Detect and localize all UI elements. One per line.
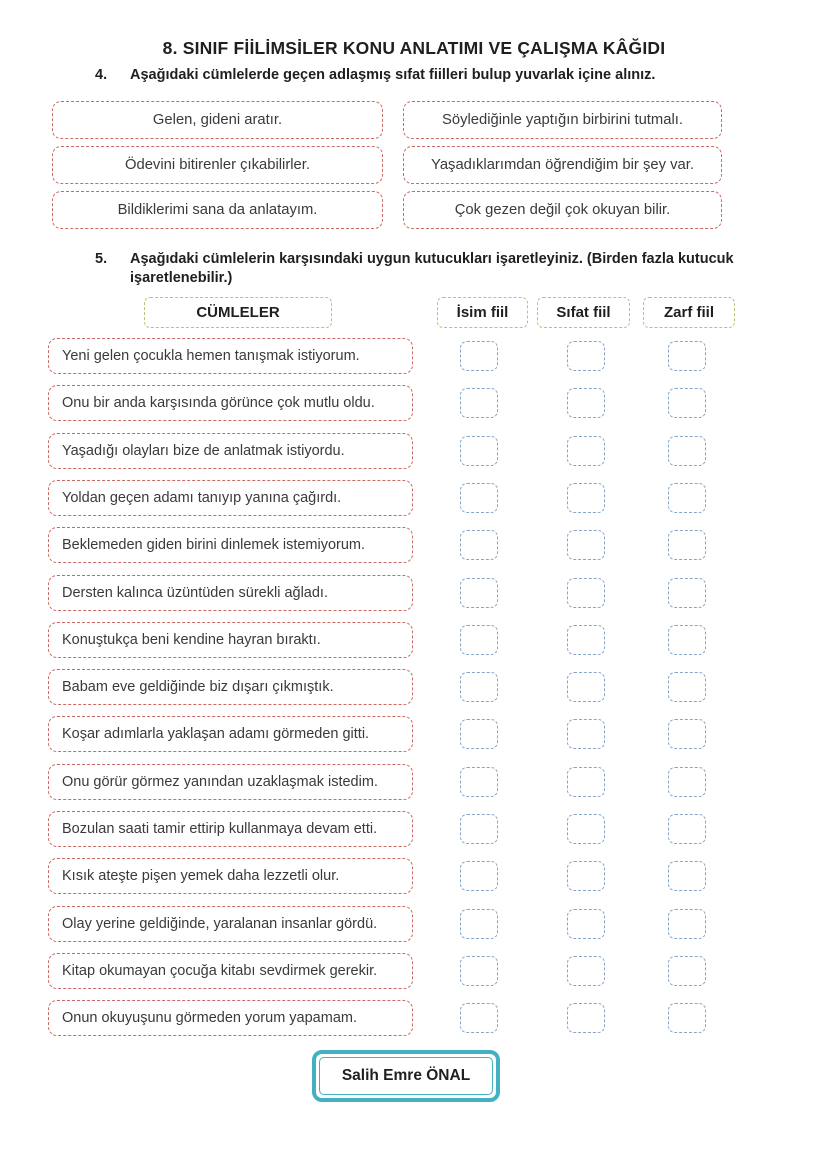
checkbox-zarf-fiil[interactable] (668, 814, 706, 844)
checkbox-zarf-fiil[interactable] (668, 624, 706, 655)
question5-prompt: Aşağıdaki cümlelerin karşısındaki uygun … (130, 251, 734, 286)
table-row: Onu bir anda karşısında görünce çok mutl… (48, 385, 748, 422)
checkbox-sifat-fiil[interactable] (567, 814, 605, 844)
checkbox-sifat-fiil[interactable] (567, 908, 605, 939)
question4-sentence-grid: Gelen, gideni aratır. Söylediğinle yaptığ… (52, 101, 722, 229)
checkbox-sifat-fiil[interactable] (567, 672, 605, 703)
q4-sentence-box: Çok gezen değil çok okuyan bilir. (403, 191, 722, 229)
q4-sentence-box: Söylediğinle yaptığın birbirini tutmalı. (403, 101, 722, 139)
question4-prompt: Aşağıdaki cümlelerde geçen adlaşmış sıfa… (130, 67, 656, 83)
table-row: Dersten kalınca üzüntüden sürekli ağladı… (48, 574, 748, 611)
checkbox-isim-fiil[interactable] (460, 672, 498, 703)
question5-prompt-line: 5. Aşağıdaki cümlelerin karşısındaki uyg… (95, 250, 743, 288)
checkbox-sifat-fiil[interactable] (567, 388, 605, 419)
checkbox-isim-fiil[interactable] (460, 624, 498, 655)
column-header-isim-fiil: İsim fiil (437, 297, 528, 328)
checkbox-sifat-fiil[interactable] (567, 577, 605, 608)
checkbox-sifat-fiil[interactable] (567, 719, 605, 750)
author-box: Salih Emre ÖNAL (312, 1050, 500, 1102)
checkbox-zarf-fiil[interactable] (668, 577, 706, 608)
table-row: Beklemeden giden birini dinlemek istemiy… (48, 527, 748, 564)
q4-sentence-box: Ödevini bitirenler çıkabilirler. (52, 146, 383, 184)
checkbox-zarf-fiil[interactable] (668, 482, 706, 513)
table-row: Yoldan geçen adamı tanıyıp yanına çağırd… (48, 479, 748, 516)
row-sentence-box: Koşar adımlarla yaklaşan adamı görmeden … (48, 716, 413, 753)
row-sentence-box: Kitap okumayan çocuğa kitabı sevdirmek g… (48, 952, 413, 989)
row-sentence-box: Yeni gelen çocukla hemen tanışmak istiyo… (48, 338, 413, 374)
column-header-cumleler: CÜMLELER (144, 297, 332, 328)
row-sentence-box: Onu bir anda karşısında görünce çok mutl… (48, 385, 413, 422)
row-sentence-box: Onu görür görmez yanından uzaklaşmak ist… (48, 763, 413, 800)
table-body: Yeni gelen çocukla hemen tanışmak istiyo… (48, 338, 748, 1038)
checkbox-isim-fiil[interactable] (460, 955, 498, 986)
column-header-zarf-fiil: Zarf fiil (643, 297, 735, 328)
checkbox-zarf-fiil[interactable] (668, 861, 706, 892)
row-sentence-box: Babam eve geldiğinde biz dışarı çıkmıştı… (48, 669, 413, 706)
checkbox-sifat-fiil[interactable] (567, 861, 605, 892)
table-row: Olay yerine geldiğinde, yaralanan insanl… (48, 905, 748, 942)
checkbox-zarf-fiil[interactable] (668, 672, 706, 703)
checkbox-sifat-fiil[interactable] (567, 482, 605, 513)
row-sentence-box: Yoldan geçen adamı tanıyıp yanına çağırd… (48, 479, 413, 516)
row-sentence-box: Olay yerine geldiğinde, yaralanan insanl… (48, 905, 413, 942)
question4-prompt-line: 4. Aşağıdaki cümlelerde geçen adlaşmış s… (95, 66, 775, 85)
table-row: Babam eve geldiğinde biz dışarı çıkmıştı… (48, 669, 748, 706)
checkbox-zarf-fiil[interactable] (668, 719, 706, 750)
checkbox-isim-fiil[interactable] (460, 530, 498, 561)
checkbox-zarf-fiil[interactable] (668, 1003, 706, 1034)
row-sentence-box: Bozulan saati tamir ettirip kullanmaya d… (48, 811, 413, 847)
page-title: 8. SINIF FİİLİMSİLER KONU ANLATIMI VE ÇA… (162, 38, 666, 58)
checkbox-zarf-fiil[interactable] (668, 766, 706, 797)
checkbox-zarf-fiil[interactable] (668, 341, 706, 371)
checkbox-zarf-fiil[interactable] (668, 530, 706, 561)
row-sentence-box: Onun okuyuşunu görmeden yorum yapamam. (48, 1000, 413, 1037)
table-row: Yeni gelen çocukla hemen tanışmak istiyo… (48, 338, 748, 374)
row-sentence-box: Dersten kalınca üzüntüden sürekli ağladı… (48, 574, 413, 611)
author-box-inner: Salih Emre ÖNAL (319, 1057, 493, 1095)
table-row: Bozulan saati tamir ettirip kullanmaya d… (48, 811, 748, 847)
table-row: Kısık ateşte pişen yemek daha lezzetli o… (48, 858, 748, 895)
checkbox-isim-fiil[interactable] (460, 814, 498, 844)
author-name: Salih Emre ÖNAL (341, 1067, 471, 1084)
question5-number: 5. (95, 251, 108, 267)
checkbox-isim-fiil[interactable] (460, 908, 498, 939)
checkbox-zarf-fiil[interactable] (668, 435, 706, 466)
checkbox-isim-fiil[interactable] (460, 388, 498, 419)
checkbox-isim-fiil[interactable] (460, 766, 498, 797)
q4-sentence-box: Gelen, gideni aratır. (52, 101, 383, 139)
row-sentence-box: Beklemeden giden birini dinlemek istemiy… (48, 527, 413, 564)
checkbox-zarf-fiil[interactable] (668, 955, 706, 986)
q4-sentence-box: Yaşadıklarımdan öğrendiğim bir şey var. (403, 146, 722, 184)
table-row: Onu görür görmez yanından uzaklaşmak ist… (48, 763, 748, 800)
column-header-sifat-fiil: Sıfat fiil (537, 297, 630, 328)
table-row: Onun okuyuşunu görmeden yorum yapamam. (48, 1000, 748, 1037)
table-row: Konuştukça beni kendine hayran bıraktı. (48, 621, 748, 658)
checkbox-isim-fiil[interactable] (460, 577, 498, 608)
checkbox-sifat-fiil[interactable] (567, 341, 605, 371)
checkbox-isim-fiil[interactable] (460, 719, 498, 750)
row-sentence-box: Kısık ateşte pişen yemek daha lezzetli o… (48, 858, 413, 895)
checkbox-isim-fiil[interactable] (460, 341, 498, 371)
table-row: Koşar adımlarla yaklaşan adamı görmeden … (48, 716, 748, 753)
checkbox-sifat-fiil[interactable] (567, 955, 605, 986)
checkbox-isim-fiil[interactable] (460, 482, 498, 513)
question4-number: 4. (95, 67, 108, 83)
checkbox-sifat-fiil[interactable] (567, 624, 605, 655)
row-sentence-box: Konuştukça beni kendine hayran bıraktı. (48, 621, 413, 658)
checkbox-isim-fiil[interactable] (460, 435, 498, 466)
checkbox-sifat-fiil[interactable] (567, 530, 605, 561)
checkbox-isim-fiil[interactable] (460, 861, 498, 892)
table-row: Yaşadığı olayları bize de anlatmak istiy… (48, 432, 748, 469)
checkbox-sifat-fiil[interactable] (567, 766, 605, 797)
table-row: Kitap okumayan çocuğa kitabı sevdirmek g… (48, 952, 748, 989)
table-header-row: CÜMLELER İsim fiil Sıfat fiil Zarf fiil (48, 297, 748, 328)
checkbox-zarf-fiil[interactable] (668, 388, 706, 419)
row-sentence-box: Yaşadığı olayları bize de anlatmak istiy… (48, 432, 413, 469)
checkbox-sifat-fiil[interactable] (567, 1003, 605, 1034)
checkbox-sifat-fiil[interactable] (567, 435, 605, 466)
checkbox-zarf-fiil[interactable] (668, 908, 706, 939)
q4-sentence-box: Bildiklerimi sana da anlatayım. (52, 191, 383, 229)
checkbox-isim-fiil[interactable] (460, 1003, 498, 1034)
